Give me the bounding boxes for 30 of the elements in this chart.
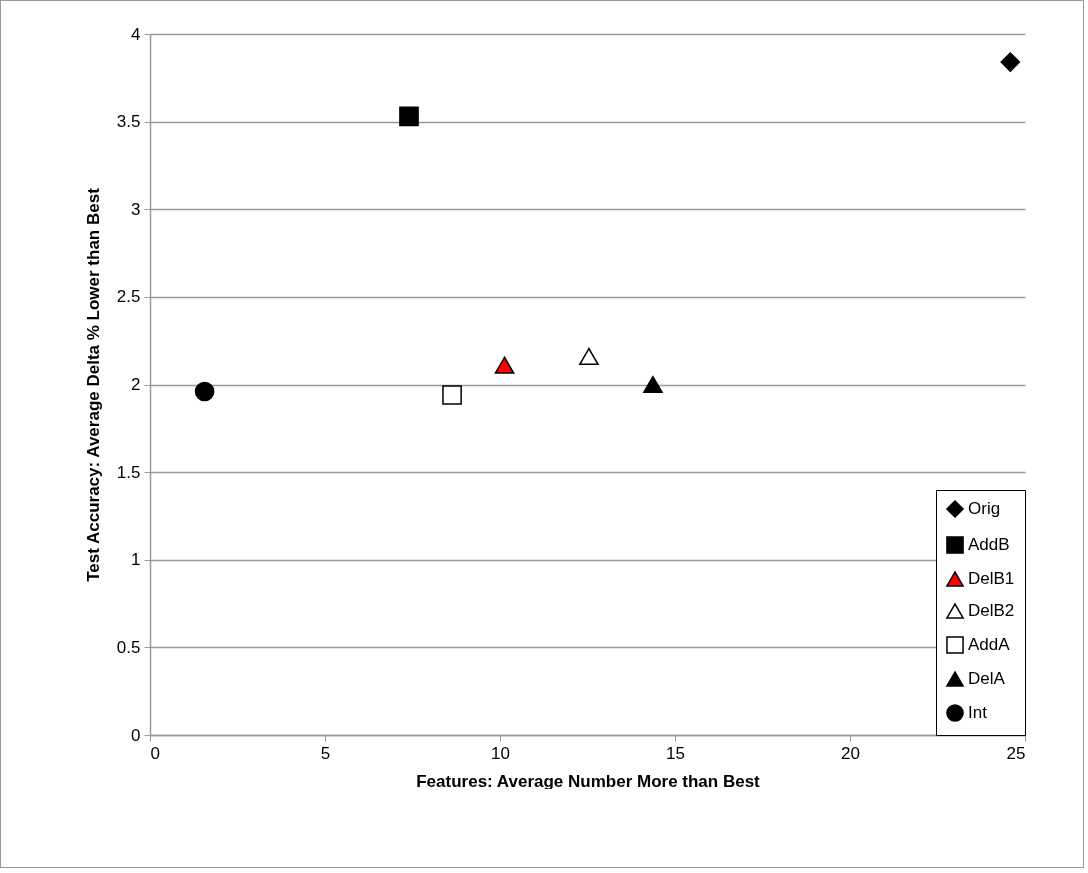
point bbox=[1000, 52, 1021, 72]
point bbox=[643, 375, 663, 394]
y-tick-label: 1 bbox=[131, 550, 141, 570]
y-tick-label: 1.5 bbox=[116, 462, 141, 482]
x-tick-label: 15 bbox=[666, 743, 685, 763]
x-tick-label: 25 bbox=[1006, 743, 1026, 763]
legend-label: DelB2 bbox=[968, 601, 1015, 620]
y-tick-label: 0.5 bbox=[116, 637, 141, 657]
point bbox=[579, 347, 599, 366]
y-tick-label: 3.5 bbox=[116, 112, 141, 132]
y-tick-label: 3 bbox=[131, 199, 141, 219]
point bbox=[442, 385, 462, 405]
x-tick-label: 5 bbox=[320, 743, 331, 763]
point bbox=[399, 106, 419, 127]
x-tick-label: 10 bbox=[491, 743, 510, 763]
point bbox=[494, 356, 515, 374]
legend-label: AddA bbox=[968, 635, 1011, 654]
point bbox=[194, 381, 215, 402]
y-tick-label: 2.5 bbox=[116, 287, 141, 307]
legend-label: AddB bbox=[968, 535, 1010, 554]
y-tick-label: 0 bbox=[131, 725, 141, 745]
y-tick-label: 2 bbox=[131, 375, 141, 394]
y-tick-label: 4 bbox=[131, 24, 141, 44]
x-tick-label: 0 bbox=[150, 743, 160, 763]
legend-label: DelA bbox=[968, 669, 1006, 688]
legend-label: Orig bbox=[968, 499, 1001, 518]
legend-label: DelB1 bbox=[968, 569, 1015, 588]
legend-label: Int bbox=[968, 703, 988, 722]
y-axis-title: Test Accuracy: Average Delta % Lower than Best bbox=[83, 187, 103, 582]
x-tick-label: 20 bbox=[841, 743, 860, 763]
